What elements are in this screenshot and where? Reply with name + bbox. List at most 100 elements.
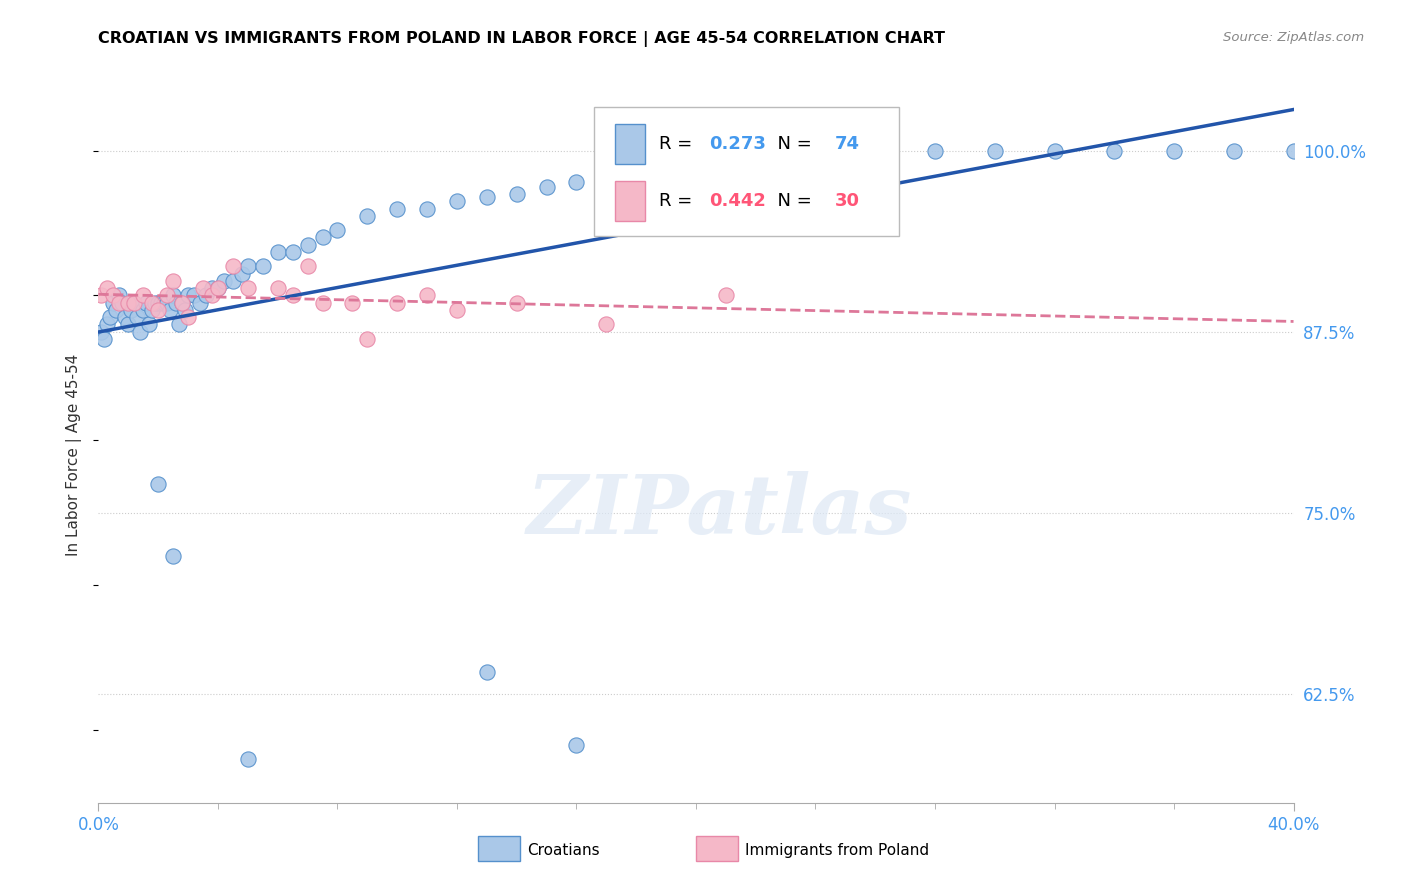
Point [201, 288, 224, 302]
Point [103, 288, 125, 302]
Point [565, 176, 588, 190]
Point [167, 318, 190, 332]
Point [138, 318, 160, 332]
Point [148, 303, 170, 318]
Text: 30: 30 [835, 192, 859, 210]
Point [212, 274, 235, 288]
Point [1043, 144, 1066, 158]
Text: Croatians: Croatians [527, 843, 600, 857]
Point [148, 477, 170, 491]
Point [156, 295, 179, 310]
Point [156, 288, 179, 302]
Point [1163, 144, 1185, 158]
Point [159, 303, 181, 318]
Point [311, 295, 333, 310]
Point [191, 281, 214, 295]
Point [172, 295, 194, 310]
Point [117, 318, 139, 332]
Point [162, 274, 184, 288]
Bar [614, 181, 644, 221]
Point [90, 288, 112, 302]
Point [183, 288, 205, 302]
Point [714, 288, 737, 302]
Point [565, 738, 588, 752]
Point [108, 295, 131, 310]
Point [127, 310, 149, 325]
Point [536, 179, 558, 194]
Text: CROATIAN VS IMMIGRANTS FROM POLAND IN LABOR FORCE | AGE 45-54 CORRELATION CHART: CROATIAN VS IMMIGRANTS FROM POLAND IN LA… [98, 31, 945, 47]
Point [236, 752, 259, 766]
Text: Source: ZipAtlas.com: Source: ZipAtlas.com [1223, 31, 1364, 45]
Point [124, 295, 146, 310]
Point [93, 332, 115, 346]
Point [446, 194, 468, 209]
Point [311, 230, 333, 244]
Point [865, 144, 887, 158]
Point [626, 169, 648, 184]
Point [416, 288, 439, 302]
Point [1104, 144, 1126, 158]
Text: N =: N = [766, 192, 818, 210]
Text: Immigrants from Poland: Immigrants from Poland [745, 843, 929, 857]
Point [177, 310, 200, 325]
Point [356, 332, 378, 346]
Point [297, 237, 319, 252]
Y-axis label: In Labor Force | Age 45-54: In Labor Force | Age 45-54 [66, 354, 83, 556]
Point [129, 325, 152, 339]
Point [506, 295, 529, 310]
Point [685, 161, 707, 175]
Point [267, 281, 290, 295]
Point [150, 295, 173, 310]
Point [96, 281, 118, 295]
Point [356, 209, 378, 223]
Point [90, 325, 112, 339]
Point [103, 295, 125, 310]
Point [475, 190, 498, 204]
Text: R =: R = [659, 192, 697, 210]
Point [105, 303, 128, 318]
Point [162, 549, 184, 564]
Point [195, 288, 218, 302]
Point [114, 310, 136, 325]
Point [655, 165, 678, 179]
Point [1223, 144, 1246, 158]
Point [297, 260, 319, 274]
Point [775, 151, 797, 165]
Point [222, 274, 245, 288]
Bar [614, 124, 644, 164]
Point [100, 310, 122, 325]
Point [385, 295, 409, 310]
Point [162, 288, 184, 302]
Point [984, 144, 1007, 158]
FancyBboxPatch shape [595, 107, 900, 235]
Point [165, 295, 187, 310]
Point [124, 295, 146, 310]
Text: N =: N = [766, 135, 818, 153]
Point [96, 318, 118, 332]
Point [132, 288, 155, 302]
Point [326, 223, 349, 237]
Point [1282, 144, 1305, 158]
Point [281, 244, 304, 259]
Point [177, 288, 200, 302]
Point [252, 260, 274, 274]
Point [475, 665, 498, 680]
Point [385, 202, 409, 216]
Point [141, 295, 163, 310]
Point [236, 281, 259, 295]
Text: R =: R = [659, 135, 697, 153]
Point [172, 295, 194, 310]
Point [111, 295, 134, 310]
Point [416, 202, 439, 216]
Point [143, 295, 166, 310]
Point [117, 295, 139, 310]
Point [207, 281, 229, 295]
Point [153, 295, 176, 310]
Point [595, 172, 617, 186]
Point [174, 303, 197, 318]
Point [135, 295, 157, 310]
Point [231, 267, 253, 281]
Text: ZIPatlas: ZIPatlas [527, 471, 912, 550]
Text: 0.273: 0.273 [709, 135, 766, 153]
Point [506, 187, 529, 202]
